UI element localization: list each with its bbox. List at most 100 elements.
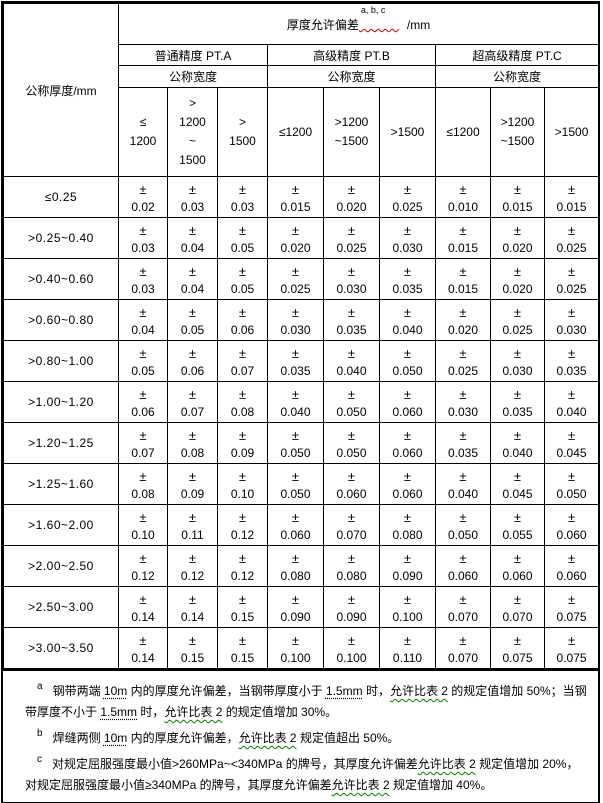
footnote-text: 时， — [137, 705, 165, 719]
plus-minus-sign: ± — [347, 222, 356, 238]
plus-minus-sign: ± — [139, 632, 147, 648]
plus-minus-sign: ± — [291, 427, 300, 443]
tolerance-cell: ±0.05 — [217, 258, 268, 300]
plus-minus-sign: ± — [139, 263, 147, 279]
tolerance-value: 0.070 — [336, 527, 367, 542]
nominal-thickness-header: 公称厚度/mm — [3, 3, 119, 177]
plus-minus-sign: ± — [238, 263, 247, 279]
tolerance-value: 0.015 — [447, 240, 479, 255]
plus-minus-sign: ± — [513, 427, 522, 443]
tolerance-cell: ±0.040 — [323, 340, 380, 382]
tolerance-value: 0.025 — [447, 363, 479, 378]
tolerance-value: 0.070 — [447, 609, 479, 624]
table-row: >2.00~2.50 ±0.12 ±0.12 ±0.12 ±0.080 ±0.080 ±0.… — [3, 545, 600, 587]
plus-minus-sign: ± — [139, 427, 147, 443]
footnote-text: 焊缝两侧 — [52, 731, 104, 745]
tolerance-value: 0.05 — [230, 281, 255, 296]
thickness-range-label: >2.00~2.50 — [3, 545, 119, 587]
plus-minus-sign: ± — [188, 468, 197, 484]
thickness-range-label: >1.25~1.60 — [3, 463, 119, 505]
thickness-range-label: >0.60~0.80 — [3, 299, 119, 341]
tolerance-value: 0.060 — [392, 486, 423, 501]
tolerance-cell: ±0.040 — [490, 422, 545, 464]
plus-minus-sign: ± — [567, 386, 576, 402]
plus-minus-sign: ± — [403, 550, 412, 566]
plus-minus-sign: ± — [459, 427, 467, 443]
plus-minus-sign: ± — [238, 386, 247, 402]
plus-minus-sign: ± — [188, 509, 197, 525]
tolerance-cell: ±0.015 — [490, 176, 545, 218]
plus-minus-sign: ± — [291, 263, 300, 279]
plus-minus-sign: ± — [238, 509, 247, 525]
plus-minus-sign: ± — [459, 509, 467, 525]
tolerance-value: 0.10 — [131, 527, 155, 542]
tolerance-cell: ±0.04 — [167, 258, 218, 300]
plus-minus-sign: ± — [139, 345, 147, 361]
tolerance-value: 0.04 — [131, 322, 155, 337]
tolerance-value: 0.06 — [180, 363, 205, 378]
tolerance-cell: ±0.075 — [490, 627, 545, 669]
grade-ptb-header: 高级精度 PT.B — [267, 44, 436, 66]
plus-minus-sign: ± — [347, 632, 356, 648]
tolerance-value: 0.12 — [180, 568, 205, 583]
tolerance-cell: ±0.035 — [543, 340, 600, 382]
tolerance-cell: ±0.020 — [435, 299, 491, 341]
table-row: >1.25~1.60 ±0.08 ±0.09 ±0.10 ±0.050 ±0.060 ±0.… — [3, 463, 600, 505]
tolerance-value: 0.03 — [180, 199, 205, 214]
tolerance-cell: ±0.050 — [323, 381, 380, 423]
tolerance-value: 0.025 — [336, 240, 367, 255]
footnote-text: 的规定值增加 30%。 — [222, 705, 338, 719]
tolerance-value: 0.15 — [180, 650, 205, 665]
plus-minus-sign: ± — [139, 386, 147, 402]
width-label-ptc: 公称宽度 — [434, 65, 600, 88]
tolerance-cell: ±0.060 — [379, 463, 436, 505]
tolerance-value: 0.050 — [280, 486, 311, 501]
plus-minus-sign: ± — [567, 632, 576, 648]
tolerance-value: 0.060 — [392, 404, 423, 419]
tolerance-cell: ±0.15 — [217, 627, 268, 669]
tolerance-value: 0.060 — [556, 568, 587, 583]
tolerance-value: 0.05 — [230, 240, 255, 255]
plus-minus-sign: ± — [567, 427, 576, 443]
tolerance-cell: ±0.070 — [490, 586, 545, 628]
thickness-range-label: >3.00~3.50 — [3, 627, 119, 669]
tolerance-cell: ±0.070 — [435, 627, 491, 669]
footnote-text: 的规定值增加 50%；当钢带厚度不小于 — [25, 684, 587, 719]
plus-minus-sign: ± — [291, 345, 300, 361]
plus-minus-sign: ± — [459, 632, 467, 648]
tolerance-cell: ±0.050 — [543, 463, 600, 505]
footnote-text-underlined: 1.5mm — [325, 684, 363, 698]
tolerance-value: 0.110 — [392, 650, 423, 665]
table-title: 厚度允许偏差 — [286, 18, 359, 32]
plus-minus-sign: ± — [459, 550, 467, 566]
tolerance-value: 0.035 — [502, 404, 533, 419]
tolerance-cell: ±0.12 — [167, 545, 218, 587]
footnote-text-underlined: 允许比表 2 — [389, 684, 448, 698]
tolerance-cell: ±0.060 — [435, 545, 491, 587]
plus-minus-sign: ± — [347, 427, 356, 443]
tolerance-value: 0.020 — [502, 281, 533, 296]
tolerance-value: 0.040 — [280, 404, 311, 419]
tolerance-cell: ±0.015 — [435, 217, 491, 259]
footnote-text: 对规定屈服强度最小值>260MPa~<340MPa 的牌号，其厚度允许偏差 — [52, 757, 418, 771]
tolerance-value: 0.06 — [230, 322, 255, 337]
plus-minus-sign: ± — [139, 222, 147, 238]
tolerance-value: 0.060 — [392, 445, 423, 460]
tolerance-cell: ±0.080 — [323, 545, 380, 587]
tolerance-value: 0.045 — [502, 486, 533, 501]
thickness-range-label: >0.40~0.60 — [3, 258, 119, 300]
tolerance-value: 0.030 — [392, 240, 423, 255]
tolerance-cell: ±0.09 — [167, 463, 218, 505]
plus-minus-sign: ± — [459, 468, 467, 484]
tolerance-value: 0.040 — [556, 404, 587, 419]
plus-minus-sign: ± — [347, 263, 356, 279]
grade-pta-header: 普通精度 PT.A — [118, 44, 268, 66]
plus-minus-sign: ± — [513, 468, 522, 484]
plus-minus-sign: ± — [513, 550, 522, 566]
width-range-header: >1200 ~1500 — [323, 87, 380, 177]
plus-minus-sign: ± — [188, 427, 197, 443]
width-range-row: ≤ 1200 > 1200 ~ 1500 > 1500 ≤1200 >1200 ~150… — [4, 87, 600, 177]
tolerance-cell: ±0.090 — [267, 586, 324, 628]
plus-minus-sign: ± — [238, 345, 247, 361]
tolerance-table: 公称厚度/mm 厚度允许偏差 a, b, c /mm 普通精度 PT.A 高级精度… — [3, 3, 600, 669]
